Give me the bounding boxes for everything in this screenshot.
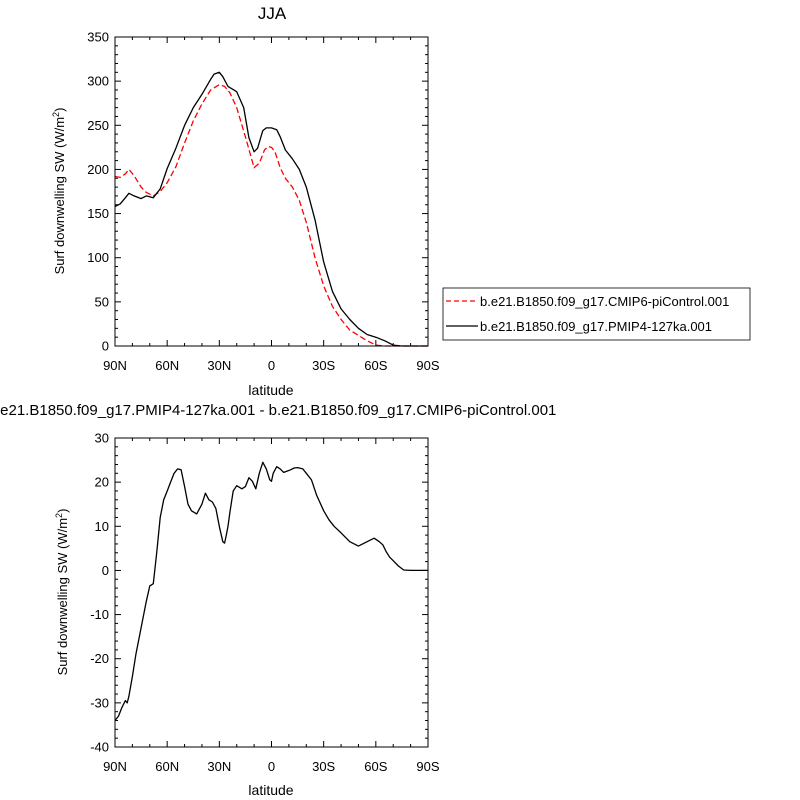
- top-y-tick-label: 300: [87, 74, 109, 89]
- top-x-axis-label: latitude: [248, 382, 293, 398]
- top-y-tick-label: 50: [95, 294, 109, 309]
- bottom-y-tick-label: -30: [90, 695, 109, 710]
- legend-box: [442, 287, 751, 341]
- top-series-line-1: [114, 71, 428, 347]
- legend-label-cmip6-picontrol: b.e21.B1850.f09_g17.CMIP6-piControl.001: [480, 294, 729, 309]
- top-x-tick-label: 30N: [207, 358, 231, 373]
- top-panel: JJA 90N 60N 30N 0 30S 60S 90S 0 50 100 150 200 250 30…: [51, 4, 751, 398]
- bottom-series-line-0: [114, 461, 428, 721]
- bottom-chart-title: b.e21.B1850.f09_g17.PMIP4-127ka.001 - b.…: [0, 402, 556, 419]
- bottom-y-tick-label: 10: [95, 519, 109, 534]
- bottom-x-axis-label: latitude: [248, 782, 293, 798]
- top-series-line-0: [114, 84, 428, 347]
- top-x-tick-label: 90N: [103, 358, 127, 373]
- bottom-x-tick-label: 0: [268, 759, 275, 774]
- top-x-tick-label: 30S: [312, 358, 335, 373]
- bottom-x-tick-label: 90S: [416, 759, 439, 774]
- top-y-tick-label: 0: [102, 339, 109, 354]
- bottom-y-tick-label: 20: [95, 475, 109, 490]
- top-y-tick-label: 100: [87, 250, 109, 265]
- bottom-x-tick-label: 90N: [103, 759, 127, 774]
- top-y-axis-label: Surf downwelling SW (W/m2): [51, 108, 67, 275]
- top-y-tick-label: 200: [87, 162, 109, 177]
- bottom-x-tick-label: 60S: [364, 759, 387, 774]
- bottom-y-axis-label: Surf downwelling SW (W/m2): [54, 509, 70, 676]
- top-y-tick-label: 150: [87, 206, 109, 221]
- top-x-tick-label: 0: [268, 358, 275, 373]
- bottom-y-tick-label: -20: [90, 651, 109, 666]
- top-chart-title: JJA: [258, 4, 287, 23]
- bottom-plot-frame: [114, 437, 429, 748]
- bottom-y-tick-label: -10: [90, 607, 109, 622]
- bottom-x-tick-label: 30N: [207, 759, 231, 774]
- bottom-x-tick-label: 30S: [312, 759, 335, 774]
- top-x-tick-label: 60S: [364, 358, 387, 373]
- top-plot-frame: [114, 36, 429, 347]
- bottom-panel: b.e21.B1850.f09_g17.PMIP4-127ka.001 - b.…: [0, 402, 556, 798]
- top-x-tick-label: 90S: [416, 358, 439, 373]
- top-y-tick-label: 350: [87, 30, 109, 45]
- bottom-y-tick-label: 0: [102, 563, 109, 578]
- bottom-y-tick-label: 30: [95, 431, 109, 446]
- top-y-tick-label: 250: [87, 118, 109, 133]
- legend-label-pmip4-127ka: b.e21.B1850.f09_g17.PMIP4-127ka.001: [480, 319, 712, 334]
- top-x-tick-label: 60N: [155, 358, 179, 373]
- bottom-y-tick-label: -40: [90, 740, 109, 755]
- bottom-x-tick-label: 60N: [155, 759, 179, 774]
- legend: b.e21.B1850.f09_g17.CMIP6-piControl.001 …: [442, 287, 751, 341]
